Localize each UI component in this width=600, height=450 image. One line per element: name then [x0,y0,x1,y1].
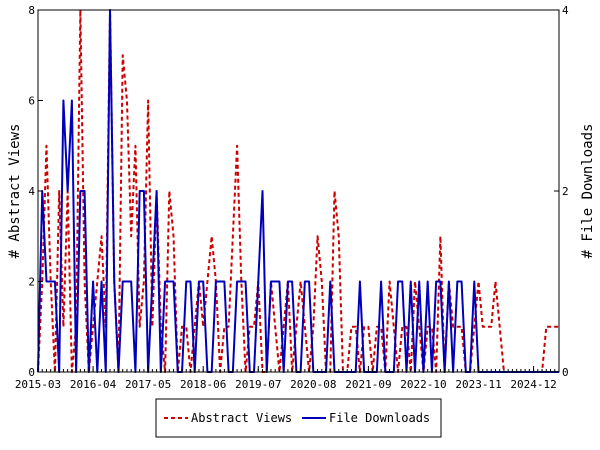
y-left-tick-label: 6 [28,95,35,108]
legend-label-file-downloads: File Downloads [329,411,430,425]
ticks-layer: 2015-03 2016-04 2017-05 2018-06 2019-07 2020-… [15,4,569,391]
series-line-file-downloads [37,9,559,373]
x-tick-label: 2023-11 [455,378,501,391]
x-tick-label: 2017-05 [125,378,171,391]
x-tick-label: 2021-09 [345,378,391,391]
x-tick-label: 2024-12 [510,378,556,391]
y-left-tick-label: 4 [28,185,35,198]
y-left-tick-label: 2 [28,276,35,289]
series-layer [37,9,559,373]
x-tick-label: 2015-03 [15,378,61,391]
series-line-abstract-views [37,9,559,373]
y-right-tick-label: 4 [562,4,569,17]
y-right-tick-label: 0 [562,366,569,379]
y-left-tick-label: 8 [28,4,35,17]
y-left-tick-label: 0 [28,366,35,379]
legend: Abstract Views File Downloads [155,398,442,438]
legend-label-abstract-views: Abstract Views [191,411,292,425]
x-tick-label: 2016-04 [70,378,117,391]
x-tick-label: 2020-08 [290,378,336,391]
y-right-tick-label: 2 [562,185,569,198]
y-axis-left-title: # Abstract Views [7,124,23,259]
x-tick-label: 2019-07 [235,378,281,391]
legend-box [155,398,442,438]
y-axis-right-title: # File Downloads [580,124,596,259]
x-tick-label: 2018-06 [180,378,226,391]
x-tick-label: 2022-10 [400,378,446,391]
